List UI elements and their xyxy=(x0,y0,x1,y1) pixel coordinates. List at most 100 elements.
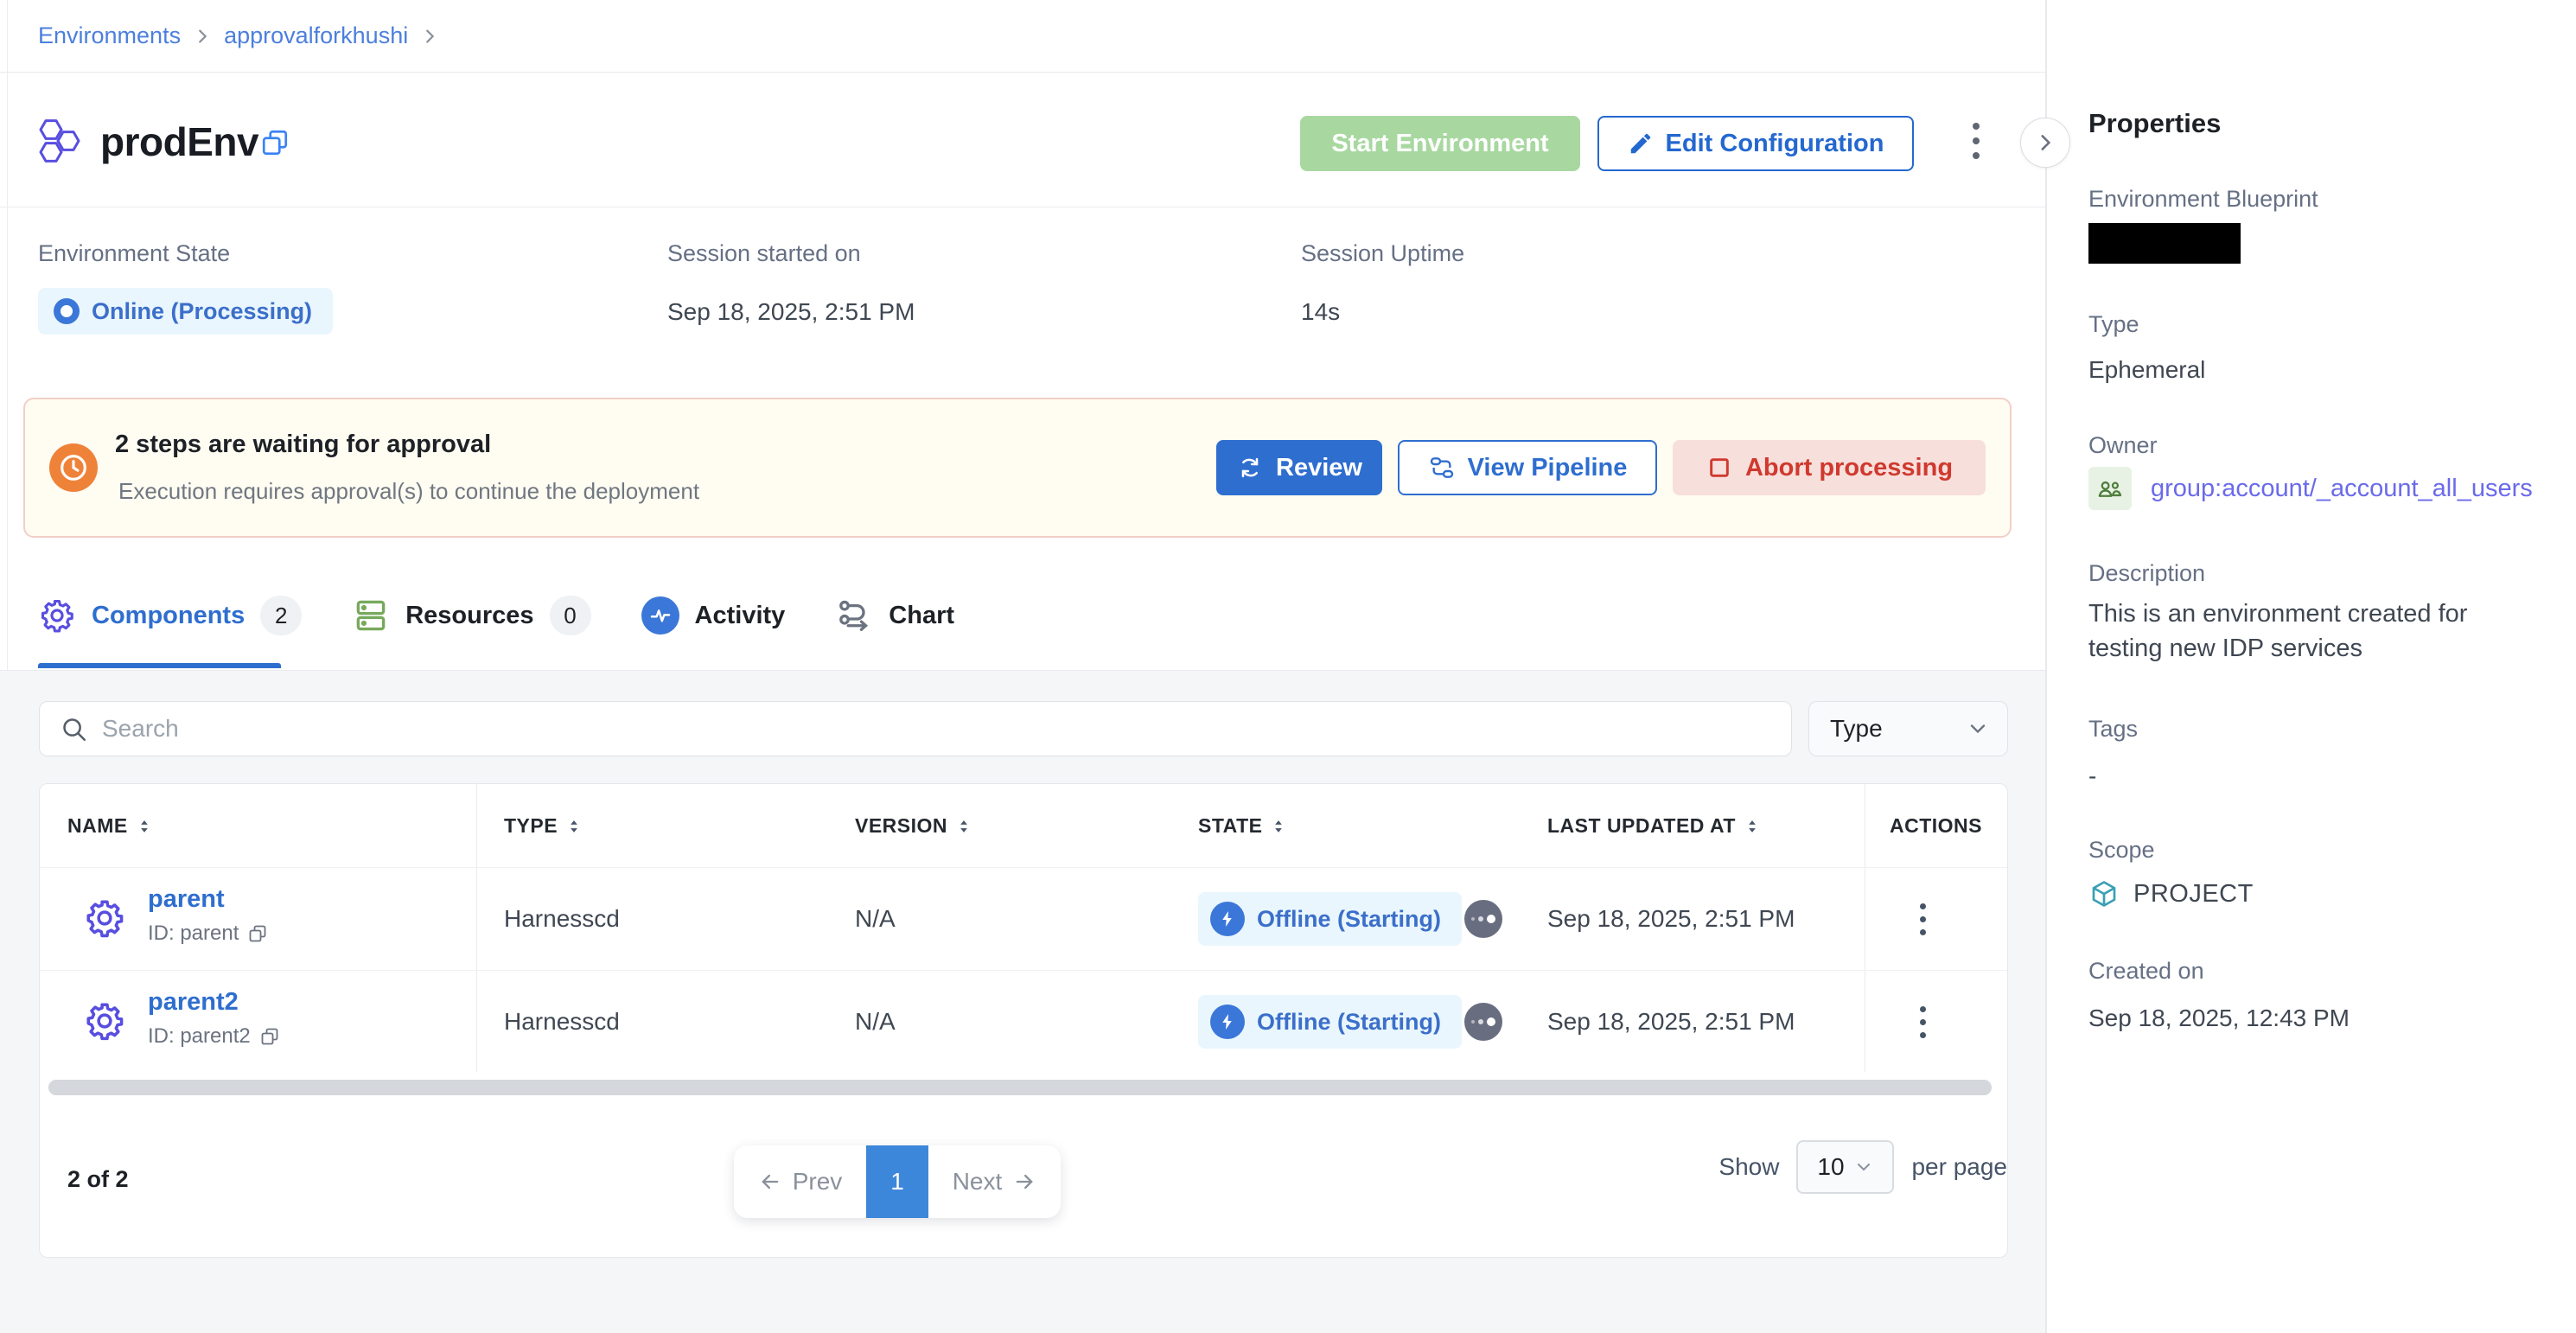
view-pipeline-button[interactable]: View Pipeline xyxy=(1398,440,1657,495)
environment-state-badge: Online (Processing) xyxy=(38,288,334,335)
next-page-button[interactable]: Next xyxy=(928,1145,1061,1218)
components-table-card: NAME TYPE VERSION STATE LAST UPDATED AT xyxy=(39,783,2008,1258)
left-rail-divider xyxy=(7,0,8,670)
component-last-updated: Sep 18, 2025, 2:51 PM xyxy=(1547,905,1795,932)
environment-blueprint-redacted[interactable] xyxy=(2088,223,2241,264)
component-name-link[interactable]: parent xyxy=(148,885,225,913)
tab-components[interactable]: Components 2 xyxy=(38,596,303,635)
environment-state-block: Environment State Online (Processing) xyxy=(38,240,334,335)
tab-components-label: Components xyxy=(92,601,245,629)
properties-title: Properties xyxy=(2088,108,2222,138)
collapse-panel-chevron-button[interactable] xyxy=(2020,118,2070,168)
horizontal-scrollbar[interactable] xyxy=(48,1080,1992,1095)
search-box xyxy=(39,701,1792,756)
tags-label: Tags xyxy=(2088,716,2139,742)
clock-icon xyxy=(49,443,98,492)
tab-chart[interactable]: Chart xyxy=(835,596,954,635)
component-name-link[interactable]: parent2 xyxy=(148,988,239,1016)
group-users-icon xyxy=(2088,467,2132,510)
processing-loader-icon xyxy=(1464,1003,1502,1041)
abort-processing-button[interactable]: Abort processing xyxy=(1673,440,1986,495)
type-label: Type xyxy=(2088,311,2139,337)
column-header-actions: ACTIONS xyxy=(1890,814,1982,837)
created-on-label: Created on xyxy=(2088,958,2204,984)
row-actions-kebab-icon[interactable] xyxy=(1898,993,1947,1050)
owner-group-link[interactable]: group:account/_account_all_users xyxy=(2151,474,2533,502)
column-header-last-updated[interactable]: LAST UPDATED AT xyxy=(1547,784,1762,868)
copy-icon[interactable] xyxy=(259,1026,280,1047)
approval-banner: 2 steps are waiting for approval Executi… xyxy=(23,398,2012,538)
component-type: Harnesscd xyxy=(504,1008,620,1035)
header-more-options-kebab-icon[interactable] xyxy=(1950,112,2002,169)
pencil-icon xyxy=(1628,131,1654,156)
owner-label: Owner xyxy=(2088,432,2158,458)
pagination-summary: 2 of 2 xyxy=(67,1166,129,1192)
pager: Prev 1 Next xyxy=(734,1145,1061,1218)
scope-row: PROJECT xyxy=(2088,878,2254,909)
component-id: ID: parent2 xyxy=(148,1024,280,1049)
edit-configuration-button[interactable]: Edit Configuration xyxy=(1597,116,1914,171)
owner-row: group:account/_account_all_users xyxy=(2088,467,2533,510)
active-tab-underline xyxy=(38,663,281,668)
scope-label: Scope xyxy=(2088,837,2155,863)
review-label: Review xyxy=(1276,453,1362,482)
approval-banner-subtitle: Execution requires approval(s) to contin… xyxy=(118,478,700,504)
session-uptime-block: Session Uptime 14s xyxy=(1301,240,1464,326)
description-value: This is an environment created for testi… xyxy=(2088,600,2468,662)
tab-activity[interactable]: Activity xyxy=(641,596,785,635)
prev-page-button[interactable]: Prev xyxy=(734,1145,866,1218)
arrow-left-icon xyxy=(758,1170,782,1194)
search-icon xyxy=(59,714,88,743)
sort-icon xyxy=(1269,817,1288,836)
properties-panel: Properties Environment Blueprint Type Ep… xyxy=(2045,0,2576,1333)
component-state-badge: Offline (Starting) xyxy=(1198,892,1462,946)
arrow-right-icon xyxy=(1012,1170,1036,1194)
sort-icon xyxy=(564,817,583,836)
bolt-icon xyxy=(1210,1005,1245,1039)
sort-icon xyxy=(1743,817,1762,836)
sort-icon xyxy=(135,817,154,836)
edit-configuration-label: Edit Configuration xyxy=(1665,129,1884,157)
start-environment-label: Start Environment xyxy=(1331,129,1549,157)
type-filter-dropdown[interactable]: Type xyxy=(1808,701,2008,756)
breadcrumb-project-link[interactable]: approvalforkhushi xyxy=(224,22,409,48)
approval-banner-text: 2 steps are waiting for approval Executi… xyxy=(115,431,699,505)
search-input[interactable] xyxy=(102,715,1772,743)
page-1-button[interactable]: 1 xyxy=(866,1145,928,1218)
review-button[interactable]: Review xyxy=(1216,440,1382,495)
copy-icon[interactable] xyxy=(247,923,268,944)
tab-resources-label: Resources xyxy=(405,601,534,629)
approval-banner-title: 2 steps are waiting for approval xyxy=(115,431,492,458)
online-ring-icon xyxy=(54,298,80,324)
scope-value: PROJECT xyxy=(2133,879,2254,908)
type-value: Ephemeral xyxy=(2088,356,2206,383)
environment-state-value: Online (Processing) xyxy=(92,297,313,324)
table-row: parent2 ID: parent2 Harnesscd N/A Offlin… xyxy=(40,970,2007,1072)
breadcrumb-environments-link[interactable]: Environments xyxy=(38,22,182,48)
breadcrumb: Environments approvalforkhushi xyxy=(0,0,2045,73)
copy-title-icon[interactable] xyxy=(259,127,290,158)
activity-pulse-icon xyxy=(641,596,679,635)
component-version: N/A xyxy=(855,1008,896,1035)
environment-hexagon-icon xyxy=(36,117,85,165)
component-version: N/A xyxy=(855,905,896,932)
abort-processing-label: Abort processing xyxy=(1744,453,1954,482)
table-header-row: NAME TYPE VERSION STATE LAST UPDATED AT xyxy=(40,784,2007,868)
page-size-control: Show 10 per page xyxy=(1718,1140,2007,1194)
column-header-type[interactable]: TYPE xyxy=(504,784,583,868)
component-id: ID: parent xyxy=(148,922,268,946)
page-size-dropdown[interactable]: 10 xyxy=(1796,1140,1895,1194)
server-stack-icon xyxy=(352,596,390,635)
approval-banner-actions: Review View Pipeline Abort processing xyxy=(1216,440,1986,495)
tab-resources[interactable]: Resources 0 xyxy=(352,596,591,635)
start-environment-button[interactable]: Start Environment xyxy=(1300,116,1580,171)
row-actions-kebab-icon[interactable] xyxy=(1898,890,1947,947)
session-uptime-label: Session Uptime xyxy=(1301,240,1465,266)
pagination-row: 2 of 2 Prev 1 Next xyxy=(40,1130,2007,1234)
sync-icon xyxy=(1236,454,1264,482)
column-header-state[interactable]: STATE xyxy=(1198,784,1288,868)
column-header-name[interactable]: NAME xyxy=(67,784,154,868)
column-header-version[interactable]: VERSION xyxy=(855,784,973,868)
type-filter-label: Type xyxy=(1830,715,1883,742)
header-actions: Start Environment Edit Configuration xyxy=(1300,116,1914,171)
